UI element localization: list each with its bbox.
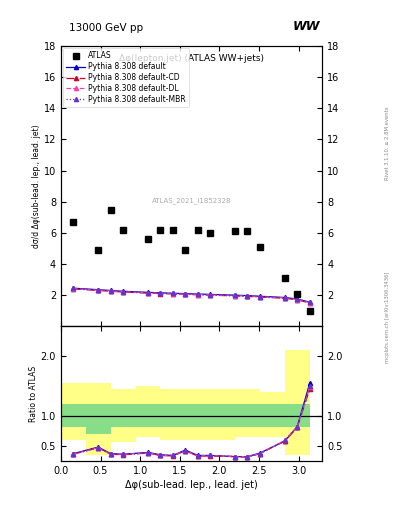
Pythia 8.308 default-DL [96, 287, 101, 293]
Pythia 8.308 default-MBR [195, 291, 200, 297]
ATLAS [233, 228, 237, 234]
ATLAS [307, 308, 312, 314]
Pythia 8.308 default-MBR [108, 288, 113, 294]
Pythia 8.308 default-CD [208, 292, 213, 298]
Text: Rivet 3.1.10, ≥ 2.8M events: Rivet 3.1.10, ≥ 2.8M events [385, 106, 390, 180]
Pythia 8.308 default-CD [121, 289, 125, 295]
Text: WW: WW [293, 20, 320, 33]
Line: ATLAS: ATLAS [71, 207, 312, 313]
Pythia 8.308 default-DL [158, 290, 163, 296]
Line: Pythia 8.308 default: Pythia 8.308 default [71, 286, 312, 304]
Text: 13000 GeV pp: 13000 GeV pp [69, 23, 143, 33]
ATLAS [295, 290, 299, 296]
Pythia 8.308 default-DL [121, 289, 125, 295]
Line: Pythia 8.308 default-CD: Pythia 8.308 default-CD [71, 287, 312, 305]
Pythia 8.308 default [245, 292, 250, 298]
Pythia 8.308 default-CD [307, 300, 312, 306]
Pythia 8.308 default [295, 296, 299, 302]
Pythia 8.308 default [208, 291, 213, 297]
Pythia 8.308 default-CD [257, 294, 262, 300]
Pythia 8.308 default-DL [108, 288, 113, 294]
Text: Δφ(lepton,jet) (ATLAS WW+jets): Δφ(lepton,jet) (ATLAS WW+jets) [119, 54, 264, 63]
Pythia 8.308 default-CD [183, 291, 188, 297]
Pythia 8.308 default-DL [71, 286, 76, 292]
Pythia 8.308 default [307, 299, 312, 305]
Pythia 8.308 default-MBR [146, 290, 151, 296]
Pythia 8.308 default [233, 292, 237, 298]
X-axis label: Δφ(sub-lead. lep., lead. jet): Δφ(sub-lead. lep., lead. jet) [125, 480, 258, 490]
Pythia 8.308 default-MBR [208, 292, 213, 298]
Text: ATLAS_2021_I1852328: ATLAS_2021_I1852328 [152, 197, 231, 204]
Pythia 8.308 default-DL [233, 292, 237, 298]
ATLAS [245, 228, 250, 234]
Pythia 8.308 default-CD [71, 286, 76, 292]
ATLAS [283, 275, 287, 281]
Pythia 8.308 default-CD [283, 295, 287, 302]
ATLAS [158, 227, 163, 233]
Pythia 8.308 default-DL [245, 293, 250, 299]
Pythia 8.308 default [171, 290, 175, 296]
Pythia 8.308 default-DL [195, 291, 200, 297]
ATLAS [108, 206, 113, 212]
Pythia 8.308 default-DL [283, 295, 287, 301]
Pythia 8.308 default-MBR [171, 290, 175, 296]
Pythia 8.308 default-CD [245, 293, 250, 300]
Pythia 8.308 default-MBR [295, 296, 299, 303]
Pythia 8.308 default-CD [171, 291, 175, 297]
Pythia 8.308 default [108, 287, 113, 293]
Pythia 8.308 default-DL [307, 300, 312, 306]
Legend: ATLAS, Pythia 8.308 default, Pythia 8.308 default-CD, Pythia 8.308 default-DL, P: ATLAS, Pythia 8.308 default, Pythia 8.30… [63, 48, 189, 107]
Pythia 8.308 default-MBR [245, 293, 250, 299]
Y-axis label: Ratio to ATLAS: Ratio to ATLAS [29, 366, 38, 421]
Pythia 8.308 default-MBR [96, 287, 101, 293]
Pythia 8.308 default-MBR [233, 292, 237, 298]
Pythia 8.308 default [121, 288, 125, 294]
ATLAS [121, 227, 125, 233]
Pythia 8.308 default-MBR [307, 300, 312, 306]
Pythia 8.308 default-MBR [158, 290, 163, 296]
ATLAS [71, 219, 76, 225]
Pythia 8.308 default-CD [146, 290, 151, 296]
ATLAS [208, 230, 213, 236]
Pythia 8.308 default [195, 291, 200, 297]
ATLAS [146, 236, 151, 242]
Pythia 8.308 default [96, 287, 101, 293]
Pythia 8.308 default [158, 290, 163, 296]
Text: mcplots.cern.ch [arXiv:1306.3436]: mcplots.cern.ch [arXiv:1306.3436] [385, 272, 390, 363]
Pythia 8.308 default-DL [295, 296, 299, 303]
Y-axis label: dσ/d Δφ(sub-lead. lep., lead. jet): dσ/d Δφ(sub-lead. lep., lead. jet) [32, 124, 41, 248]
Pythia 8.308 default-MBR [183, 291, 188, 297]
ATLAS [96, 247, 101, 253]
Pythia 8.308 default-CD [158, 290, 163, 296]
Pythia 8.308 default-DL [171, 290, 175, 296]
Pythia 8.308 default-CD [295, 297, 299, 303]
Pythia 8.308 default-DL [208, 292, 213, 298]
Pythia 8.308 default-DL [257, 294, 262, 300]
Pythia 8.308 default-DL [183, 291, 188, 297]
Pythia 8.308 default [257, 293, 262, 300]
Pythia 8.308 default [71, 285, 76, 291]
Pythia 8.308 default-CD [195, 292, 200, 298]
ATLAS [183, 247, 188, 253]
ATLAS [257, 244, 262, 250]
Pythia 8.308 default-CD [108, 288, 113, 294]
Pythia 8.308 default-DL [146, 290, 151, 296]
Pythia 8.308 default-MBR [283, 295, 287, 301]
Pythia 8.308 default-CD [96, 287, 101, 293]
Pythia 8.308 default [183, 290, 188, 296]
Line: Pythia 8.308 default-MBR: Pythia 8.308 default-MBR [71, 286, 312, 305]
Pythia 8.308 default-MBR [71, 285, 76, 291]
ATLAS [195, 227, 200, 233]
Pythia 8.308 default-MBR [257, 293, 262, 300]
Pythia 8.308 default-MBR [121, 288, 125, 294]
ATLAS [171, 227, 175, 233]
Line: Pythia 8.308 default-DL: Pythia 8.308 default-DL [71, 287, 312, 305]
Pythia 8.308 default [283, 294, 287, 301]
Pythia 8.308 default-CD [233, 293, 237, 299]
Pythia 8.308 default [146, 289, 151, 295]
